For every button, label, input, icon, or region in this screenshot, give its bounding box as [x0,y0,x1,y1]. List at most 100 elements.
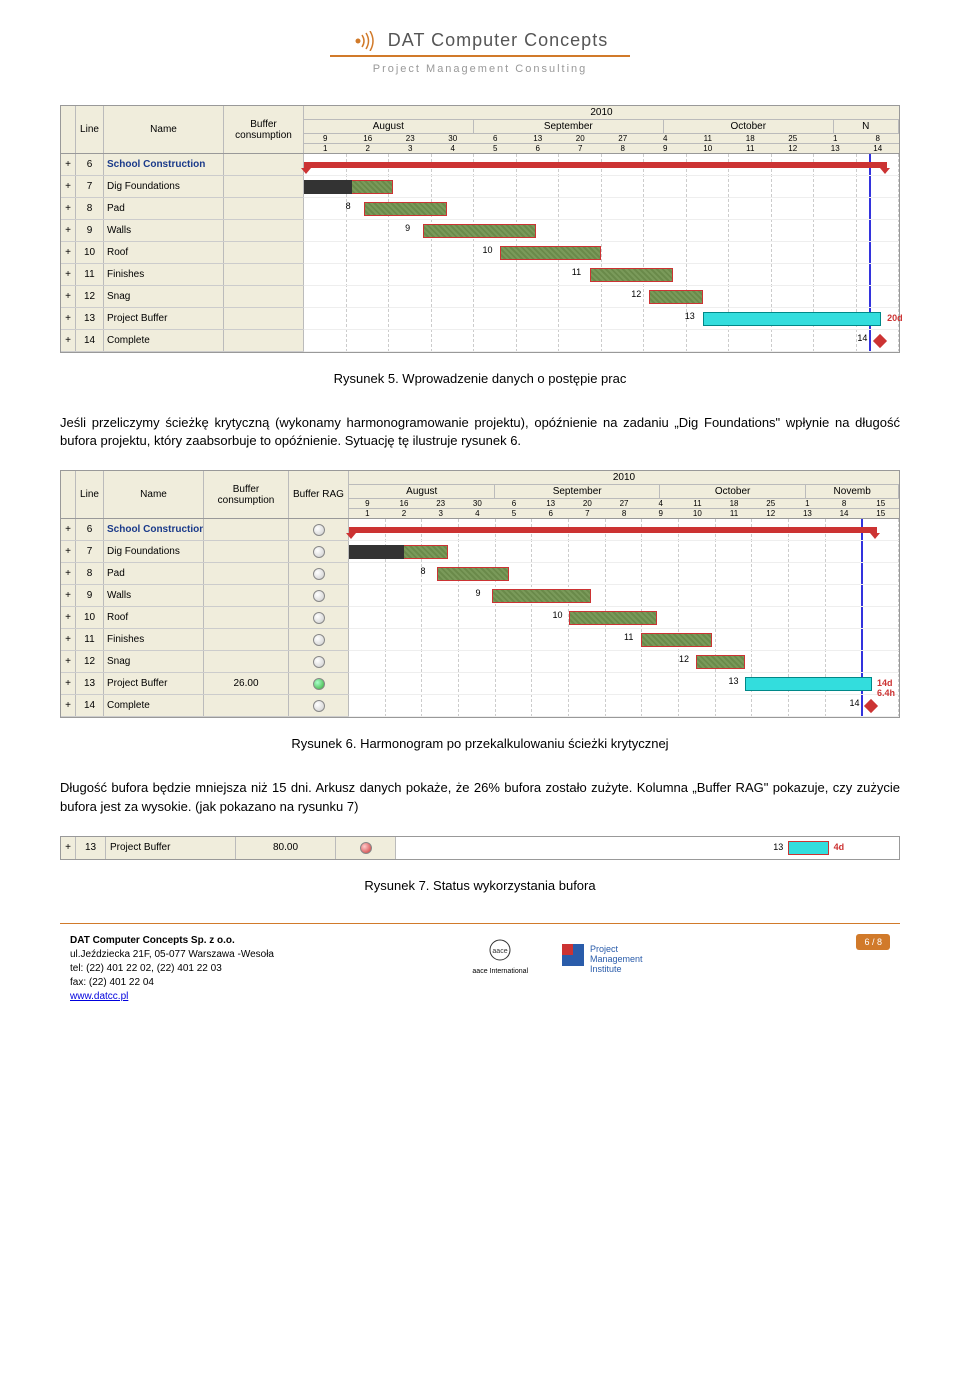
gantt-row: + 10 Roof [61,242,304,264]
row-name: School Construction [104,519,204,540]
expand-icon[interactable]: + [61,286,76,307]
gantt-chart-2: Line Name Buffer consumption Buffer RAG … [60,470,900,718]
buffer-bar [788,841,828,855]
footer-company: DAT Computer Concepts Sp. z o.o. [70,934,274,948]
row-rag [289,607,349,628]
expand-icon[interactable]: + [61,264,76,285]
gantt-bar [364,202,447,216]
expand-icon[interactable]: + [61,519,76,540]
gantt-bar-row: 10 [304,242,899,264]
row-line: 8 [76,563,104,584]
col-buffer: Buffer consumption [204,471,289,518]
row-name: Snag [104,651,204,672]
row-buffer [224,308,304,329]
gantt-bar [304,162,887,168]
gantt-row: + 6 School Construction [61,154,304,176]
col-rag: Buffer RAG [289,471,349,518]
row-line: 13 [76,308,104,329]
row-line: 12 [76,286,104,307]
expand-icon[interactable]: + [61,629,76,650]
gantt-bar-row: 12 [304,286,899,308]
row-rag [336,837,396,859]
gantt-row: + 9 Walls [61,220,304,242]
gantt-bar-row: 9 [349,585,899,607]
gantt-row: + 11 Finishes [61,264,304,286]
row-line: 6 [76,519,104,540]
expand-icon[interactable]: + [61,695,76,716]
logo-icon [352,31,380,51]
row-buffer [204,541,289,562]
row-buffer [224,330,304,351]
gantt-bar-row: 11 [304,264,899,286]
row-name: Finishes [104,629,204,650]
gantt-bar [437,567,509,581]
row-buffer: 80.00 [236,837,336,859]
gantt-bar-row: 10 [349,607,899,629]
gantt-chart-1: Line Name Buffer consumption 2010 August… [60,105,900,353]
row-name: School Construction [104,154,224,175]
gantt-row: + 10 Roof [61,607,349,629]
row-line: 10 [76,607,104,628]
expand-icon[interactable]: + [61,837,76,859]
footer-url[interactable]: www.datcc.pl [70,991,128,1002]
gantt-bar-row [304,154,899,176]
page-number: 6 / 8 [856,934,890,950]
row-buffer [224,154,304,175]
figure-caption-2: Rysunek 6. Harmonogram po przekalkulowan… [60,736,900,751]
svg-text:Institute: Institute [590,964,622,974]
gantt-row: + 13 Project Buffer 26.00 [61,673,349,695]
page-footer: DAT Computer Concepts Sp. z o.o. ul.Jeźd… [60,934,900,1024]
gantt-bar-row: 9 [304,220,899,242]
footer-logos: aace aace International ProjectManagemen… [470,934,660,979]
pmi-logo: ProjectManagementInstitute [560,934,660,979]
footer-tel: tel: (22) 401 22 02, (22) 401 22 03 [70,962,274,976]
gantt-bar-row: 12 [349,651,899,673]
gantt-row: + 12 Snag [61,651,349,673]
gantt-bar [696,655,746,669]
row-line: 8 [76,198,104,219]
company-name: DAT Computer Concepts [388,30,608,51]
expand-icon[interactable]: + [61,242,76,263]
expand-icon[interactable]: + [61,198,76,219]
gantt-bar [423,224,536,238]
gantt-row: + 7 Dig Foundations [61,541,349,563]
svg-text:Project: Project [590,944,619,954]
row-line: 10 [76,242,104,263]
expand-icon[interactable]: + [61,176,76,197]
row-buffer [204,651,289,672]
expand-icon[interactable]: + [61,585,76,606]
expand-icon[interactable]: + [61,330,76,351]
gantt-bar-row [304,176,899,198]
header-underline [330,55,630,57]
expand-icon[interactable]: + [61,673,76,694]
gantt-bar [745,677,872,691]
col-name: Name [104,471,204,518]
row-name: Complete [104,695,204,716]
gantt-bar [703,312,882,326]
row-line: 14 [76,695,104,716]
figure-caption-3: Rysunek 7. Status wykorzystania bufora [60,878,900,893]
expand-icon[interactable]: + [61,607,76,628]
expand-icon[interactable]: + [61,220,76,241]
row-line: 9 [76,585,104,606]
expand-icon[interactable]: + [61,541,76,562]
expand-icon[interactable]: + [61,651,76,672]
row-line: 13 [76,837,106,859]
row-name: Project Buffer [106,837,236,859]
row-line: 7 [76,176,104,197]
gantt-row: + 9 Walls [61,585,349,607]
gantt-bar-row: 14 [349,695,899,717]
row-name: Dig Foundations [104,541,204,562]
row-rag [289,585,349,606]
gantt-bar-row: 8 [304,198,899,220]
gantt-bar-row: 11 [349,629,899,651]
expand-icon[interactable]: + [61,308,76,329]
row-name: Finishes [104,264,224,285]
expand-icon[interactable]: + [61,563,76,584]
footer-address: ul.Jeździecka 21F, 05-077 Warszawa -Weso… [70,948,274,962]
row-buffer [204,519,289,540]
expand-icon[interactable]: + [61,154,76,175]
gantt-bar [569,611,657,625]
row-name: Pad [104,563,204,584]
row-buffer [204,563,289,584]
